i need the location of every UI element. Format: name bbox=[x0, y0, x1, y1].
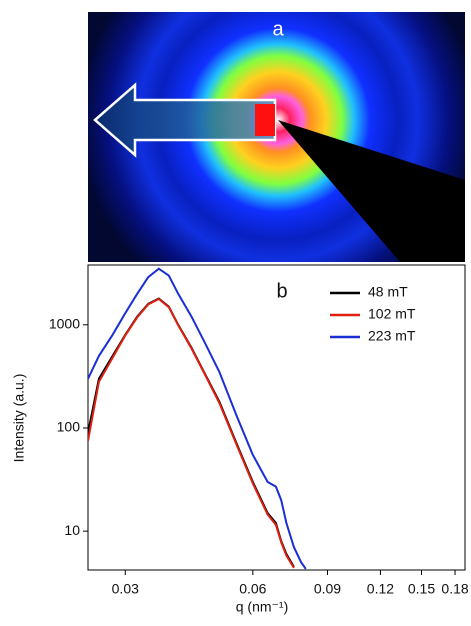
legend-label: 102 mT bbox=[368, 306, 416, 322]
plot-area bbox=[88, 267, 307, 570]
panel-label: b bbox=[276, 280, 287, 302]
x-tick-label: 0.03 bbox=[112, 581, 139, 597]
y-tick-label: 10 bbox=[64, 522, 80, 538]
x-tick-label: 0.09 bbox=[314, 581, 341, 597]
panel-label: a bbox=[272, 18, 284, 40]
y-tick-label: 100 bbox=[57, 419, 81, 435]
legend-label: 223 mT bbox=[368, 328, 416, 344]
series-line bbox=[88, 267, 307, 570]
series-line bbox=[88, 297, 295, 568]
x-tick-label: 0.18 bbox=[441, 581, 468, 597]
legend-label: 48 mT bbox=[368, 284, 408, 300]
series-line bbox=[88, 297, 295, 569]
plot-frame bbox=[87, 264, 466, 571]
y-tick-label: 1000 bbox=[49, 316, 80, 332]
scattering-image: a bbox=[88, 12, 465, 262]
y-axis-label: Intensity (a.u.) bbox=[11, 374, 27, 463]
x-tick-label: 0.06 bbox=[239, 581, 266, 597]
x-tick-label: 0.15 bbox=[408, 581, 435, 597]
x-axis-label: q (nm⁻¹) bbox=[236, 599, 289, 615]
x-tick-label: 0.12 bbox=[367, 581, 394, 597]
